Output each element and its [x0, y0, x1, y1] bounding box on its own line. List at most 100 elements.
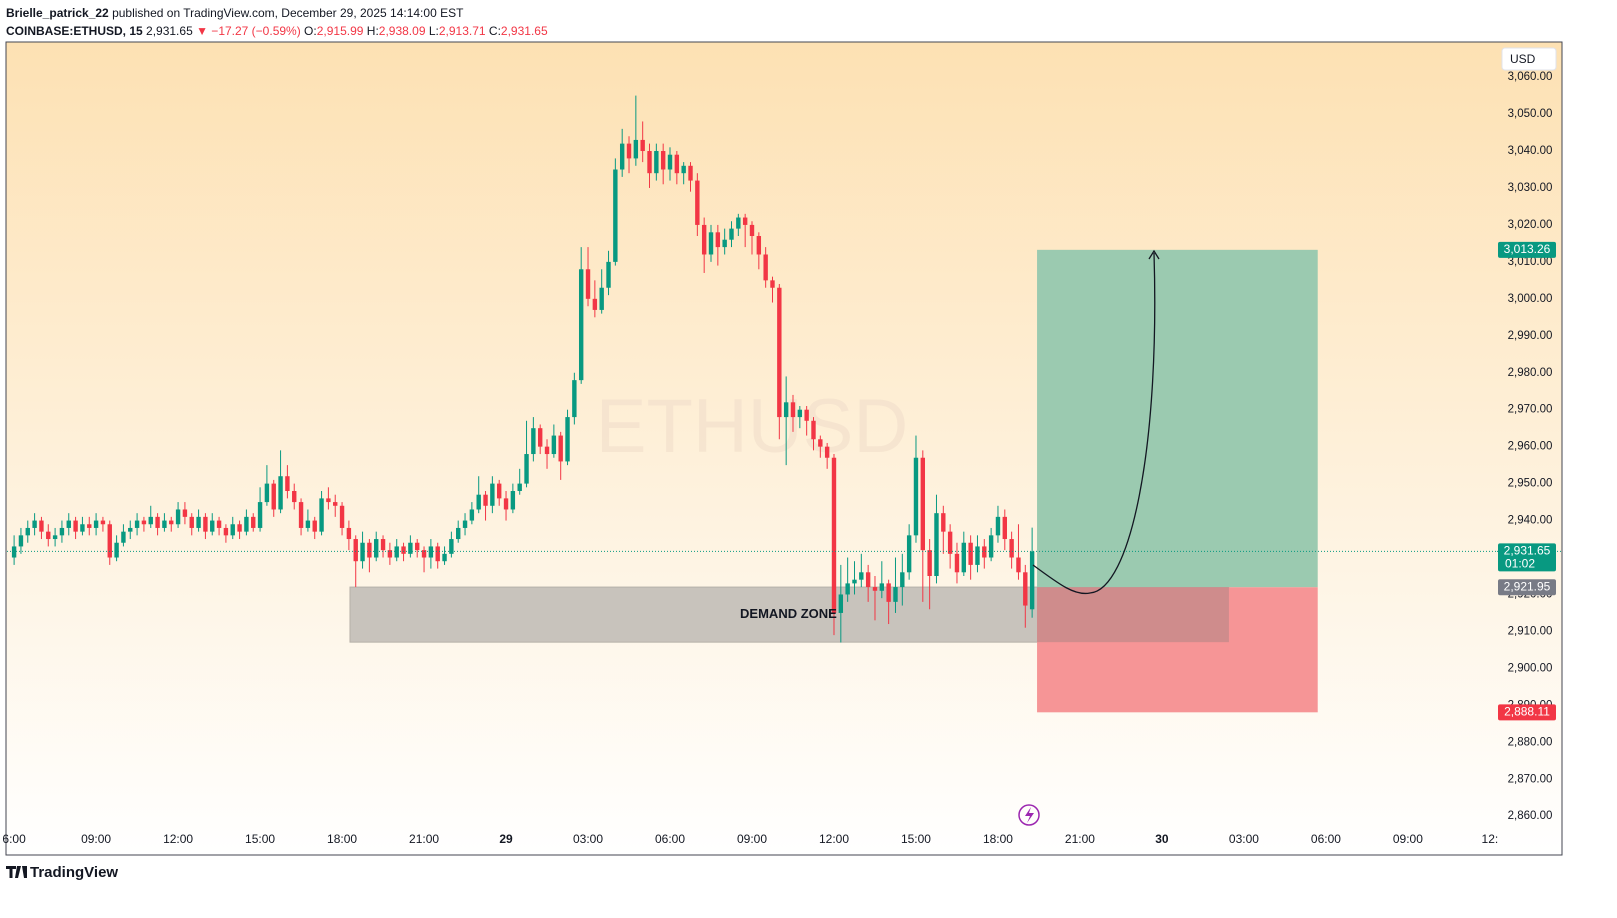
candle-body — [695, 180, 700, 225]
candle-body — [483, 494, 488, 506]
candle-body — [93, 520, 99, 528]
candle-body — [906, 535, 912, 573]
price-tag — [1498, 579, 1556, 596]
candle-body — [852, 579, 857, 584]
candle-body — [292, 490, 297, 503]
candle-body — [599, 287, 604, 310]
candle-body — [223, 527, 229, 536]
candle-body — [537, 428, 543, 447]
candle-body — [640, 139, 645, 152]
last: 2,931.65 — [146, 24, 193, 38]
candle-body — [770, 280, 775, 288]
x-tick-label: 09:00 — [1393, 832, 1423, 846]
candle-body — [701, 224, 707, 255]
candle-body — [831, 457, 837, 613]
candle-body — [565, 417, 570, 462]
candle-body — [285, 476, 290, 491]
demand-zone-label: DEMAND ZONE — [740, 606, 837, 621]
projection-curve — [1032, 252, 1156, 595]
plot: ETHUSD DEMAND ZONE — [7, 95, 1497, 713]
y-tick-label: 2,870.00 — [1508, 773, 1553, 785]
candle-body — [606, 261, 611, 288]
candle-body — [134, 520, 140, 528]
candle-body — [619, 143, 625, 170]
candle-body — [804, 409, 809, 421]
y-tick-label: 2,970.00 — [1508, 404, 1553, 416]
alert-bolt — [1025, 807, 1034, 823]
x-tick-label: 06:00 — [1311, 832, 1341, 846]
candle-body — [811, 420, 816, 440]
y-tick-label: 2,950.00 — [1508, 478, 1553, 490]
candle-body — [394, 546, 399, 558]
candle-body — [244, 516, 249, 532]
loss-zone — [1037, 587, 1318, 713]
x-tick-label: 03:00 — [1229, 832, 1259, 846]
candle-body — [756, 236, 762, 255]
price-tag — [1498, 241, 1556, 258]
candle-body — [476, 494, 481, 510]
candle-body — [39, 520, 44, 532]
x-tick-label: 12: — [1482, 832, 1499, 846]
candle-body — [736, 217, 741, 229]
candle-body — [271, 483, 276, 510]
header: Brielle_patrick_22 published on TradingV… — [6, 4, 548, 40]
candle-body — [210, 520, 215, 532]
candle-body — [155, 516, 160, 528]
candle-body — [613, 169, 618, 262]
candle-body — [442, 553, 447, 562]
candle-body — [982, 546, 987, 558]
candle-body — [374, 539, 379, 558]
currency-box[interactable] — [1501, 47, 1557, 71]
y-tick-label: 2,860.00 — [1508, 810, 1553, 822]
candle-body — [886, 583, 891, 602]
candle-body — [66, 520, 71, 528]
candle-body — [189, 516, 194, 528]
candle-body — [988, 535, 994, 558]
candle-body — [326, 498, 331, 503]
candle-body — [1029, 551, 1035, 610]
candle-body — [777, 287, 782, 418]
candle-body — [900, 572, 905, 588]
candle-body — [920, 457, 926, 551]
candle-body — [25, 527, 30, 536]
candle-body — [490, 483, 495, 506]
candle-body — [742, 217, 748, 225]
candle-body — [790, 402, 796, 418]
y-tick-label: 2,960.00 — [1508, 441, 1553, 453]
price-tag — [1498, 704, 1556, 721]
candle-body — [954, 553, 960, 573]
candle-body — [927, 550, 932, 576]
candle-body — [449, 539, 454, 554]
x-tick-label: 06:00 — [655, 832, 685, 846]
y-tick-label: 2,990.00 — [1508, 330, 1553, 342]
candle-body — [428, 546, 434, 558]
candle-body — [346, 527, 352, 540]
candle-body — [544, 446, 550, 455]
candle-body — [660, 151, 666, 170]
candle-body — [456, 527, 461, 540]
candle-body — [32, 520, 37, 528]
y-tick-label: 2,900.00 — [1508, 662, 1553, 674]
candle-body — [674, 154, 680, 174]
candle-body — [421, 550, 427, 558]
y-tick-label: 3,020.00 — [1508, 219, 1553, 231]
candle-body — [182, 509, 188, 517]
candle-body — [415, 542, 420, 551]
x-tick-label: 15:00 — [901, 832, 931, 846]
price-tag-label: 2,931.65 — [1504, 544, 1551, 558]
tv-logo — [6, 866, 27, 878]
candle-body — [510, 490, 516, 510]
candle-body — [845, 583, 850, 595]
alert-icon[interactable] — [1018, 804, 1040, 826]
candle-body — [715, 232, 721, 248]
candle-body — [722, 239, 727, 248]
x-tick-label: 21:00 — [409, 832, 439, 846]
candle-body — [749, 224, 755, 237]
candle-body — [975, 546, 980, 565]
candle-body — [298, 502, 304, 528]
candle-body — [1023, 572, 1028, 606]
candle-body — [531, 428, 536, 455]
candle-body — [1002, 516, 1007, 540]
x-tick-label: 18:00 — [327, 832, 357, 846]
